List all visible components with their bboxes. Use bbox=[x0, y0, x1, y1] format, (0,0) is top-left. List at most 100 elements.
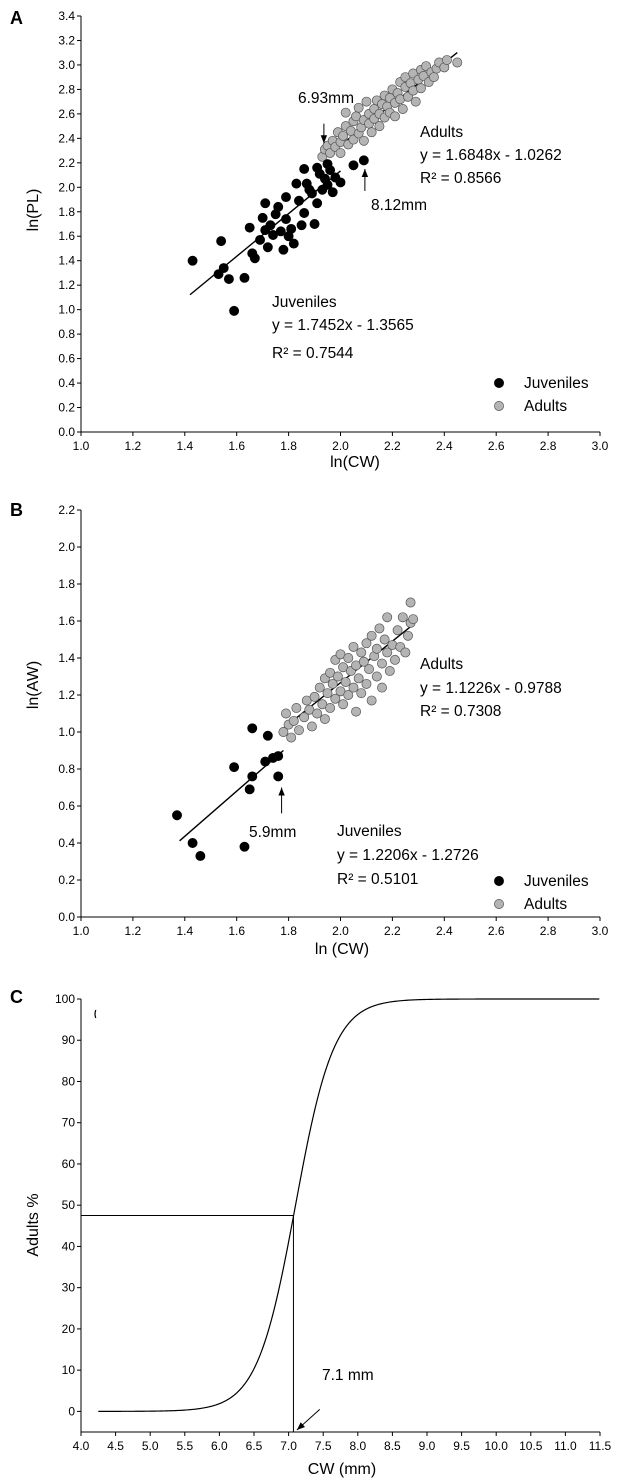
panel-a-point-adults bbox=[390, 111, 400, 122]
panel-a-point-juveniles bbox=[291, 178, 302, 189]
panel-b-point-adults bbox=[299, 712, 310, 723]
panel-a-point-juveniles bbox=[265, 220, 276, 231]
panel-b-legend-label-juveniles: Juveniles bbox=[524, 873, 589, 890]
panel-a-y-tick-label: 0.4 bbox=[58, 376, 75, 390]
panel-b-point-adults bbox=[366, 695, 377, 706]
panel-b-x-tick-label: 1.4 bbox=[176, 924, 193, 938]
panel-b-point-adults bbox=[294, 725, 304, 736]
panel-b-legend-label-adults: Adults bbox=[524, 896, 567, 913]
panel-a-x-tick-label: 1.4 bbox=[176, 439, 193, 453]
panel-b-annotation-arrow-0-head bbox=[278, 787, 285, 796]
panel-b-juveniles-r2: R² = 0.5101 bbox=[337, 871, 418, 888]
panel-a-adults-equation: y = 1.6848x - 1.0262 bbox=[420, 147, 562, 164]
panel-a-point-juveniles bbox=[278, 244, 289, 255]
panel-b-point-adults bbox=[327, 678, 338, 689]
panel-c-x-tick-label: 5.0 bbox=[142, 1439, 159, 1453]
panel-b-point-adults bbox=[400, 647, 411, 658]
panel-b-y-tick-label: 0.6 bbox=[58, 799, 75, 813]
panel-b-y-tick-label: 2.2 bbox=[58, 503, 75, 517]
panel-c-x-tick-label: 8.0 bbox=[349, 1439, 366, 1453]
panel-a-point-adults bbox=[366, 127, 377, 138]
panel-a-point-juveniles bbox=[348, 160, 359, 171]
panel-a-x-tick-label: 2.2 bbox=[384, 439, 401, 453]
panel-a-juveniles-r2: R² = 0.7544 bbox=[272, 345, 354, 362]
panel-c-stray-mark bbox=[94, 1009, 97, 1019]
panel-b-x-tick-label: 2.2 bbox=[384, 924, 401, 938]
panel-a-juveniles-equation: y = 1.7452x - 1.3565 bbox=[272, 317, 414, 334]
panel-a-x-axis-label: ln(CW) bbox=[330, 454, 380, 471]
panel-a-point-adults bbox=[358, 135, 369, 146]
panel-c-x-tick-label: 10.0 bbox=[485, 1439, 509, 1453]
panel-b-point-adults bbox=[377, 682, 387, 693]
panel-a-point-juveniles bbox=[327, 187, 338, 198]
panel-c-annotation-arrow-head bbox=[296, 1422, 305, 1430]
panel-a-point-juveniles bbox=[281, 214, 291, 225]
panel-a-point-juveniles bbox=[239, 272, 250, 283]
panel-b-point-adults bbox=[312, 708, 323, 719]
panel-b-point-adults bbox=[405, 597, 416, 608]
panel-b-point-juveniles bbox=[229, 762, 240, 773]
panel-c-logistic-curve bbox=[98, 998, 600, 1412]
panel-c-y-tick-label: 20 bbox=[62, 1322, 76, 1336]
panel-b-point-adults bbox=[307, 721, 317, 732]
panel-b-point-adults bbox=[325, 703, 336, 713]
panel-b-point-juveniles bbox=[187, 838, 198, 848]
panel-b-x-tick-label: 1.6 bbox=[228, 924, 245, 938]
panel-b-point-juveniles bbox=[247, 771, 258, 782]
panel-a-point-adults bbox=[361, 96, 372, 107]
panel-a-x-tick-label: 2.8 bbox=[540, 439, 557, 453]
panel-c-x-tick-label: 6.0 bbox=[211, 1439, 228, 1453]
panel-b-x-tick-label: 1.2 bbox=[125, 924, 142, 938]
panel-b-point-adults bbox=[356, 647, 367, 658]
panel-a-point-adults bbox=[374, 121, 385, 132]
panel-c-x-tick-label: 8.5 bbox=[384, 1439, 401, 1453]
panel-b-point-juveniles bbox=[239, 841, 250, 852]
panel-b-point-adults bbox=[379, 634, 390, 645]
panel-b-annotation-5-9mm: 5.9mm bbox=[249, 824, 296, 841]
panel-letter-b: B bbox=[10, 500, 23, 520]
panel-a-point-juveniles bbox=[249, 253, 260, 264]
panel-a-point-juveniles bbox=[262, 242, 273, 253]
panel-c-x-tick-label: 4.0 bbox=[73, 1439, 90, 1453]
panel-b-point-adults bbox=[309, 691, 320, 702]
panel-b-point-adults bbox=[351, 706, 362, 717]
panel-b-point-adults bbox=[348, 682, 359, 693]
panel-c-annotation-7-1mm: 7.1 mm bbox=[322, 1367, 374, 1384]
panel-b-y-tick-label: 1.4 bbox=[58, 651, 75, 665]
panel-a-y-tick-label: 1.8 bbox=[58, 205, 75, 219]
panel-a-point-juveniles bbox=[299, 163, 310, 174]
panel-b-point-adults bbox=[382, 612, 393, 623]
panel-b-point-juveniles bbox=[247, 723, 258, 734]
panel-a-x-tick-label: 1.8 bbox=[280, 439, 297, 453]
panel-a-point-juveniles bbox=[307, 188, 317, 199]
panel-b-y-tick-label: 0.2 bbox=[58, 873, 75, 887]
panel-b-juveniles-equation: y = 1.2206x - 1.2726 bbox=[337, 847, 479, 864]
panel-a-annotation-arrow-0-head bbox=[320, 135, 328, 144]
panel-a-point-juveniles bbox=[286, 223, 297, 234]
panel-c-x-tick-label: 11.5 bbox=[589, 1439, 612, 1453]
panel-a-point-juveniles bbox=[325, 165, 336, 176]
panel-b-x-tick-label: 2.8 bbox=[540, 924, 557, 938]
panel-b-y-tick-label: 0.4 bbox=[58, 836, 75, 850]
panel-a-point-juveniles bbox=[229, 305, 240, 316]
panel-c-y-axis-label: Adults % bbox=[25, 1193, 42, 1256]
panel-b-point-adults bbox=[340, 677, 351, 688]
panel-c-x-tick-label: 6.5 bbox=[246, 1439, 263, 1453]
panel-a-point-adults bbox=[452, 57, 463, 68]
panel-c-x-tick-label: 7.0 bbox=[280, 1439, 297, 1453]
panel-c-x-tick-label: 5.5 bbox=[176, 1439, 193, 1453]
panel-a-point-adults bbox=[410, 96, 421, 107]
panel-b-x-tick-label: 1.0 bbox=[73, 924, 90, 938]
panel-b-chart: ln (CW) ln(AW) Adults y = 1.1226x - 0.97… bbox=[25, 503, 609, 958]
panel-a-point-adults bbox=[441, 55, 452, 65]
panel-a-point-adults bbox=[415, 83, 426, 94]
panel-b-point-juveniles bbox=[273, 751, 284, 762]
panel-a-y-tick-label: 1.4 bbox=[58, 254, 75, 268]
panel-a-y-tick-label: 1.0 bbox=[58, 303, 75, 317]
panel-a-point-juveniles bbox=[223, 274, 234, 285]
panel-b-point-adults bbox=[332, 671, 343, 682]
panel-a-legend-marker-juveniles bbox=[494, 378, 504, 388]
panel-c-y-tick-label: 50 bbox=[62, 1198, 76, 1212]
panel-b-y-tick-label: 1.6 bbox=[58, 614, 75, 628]
